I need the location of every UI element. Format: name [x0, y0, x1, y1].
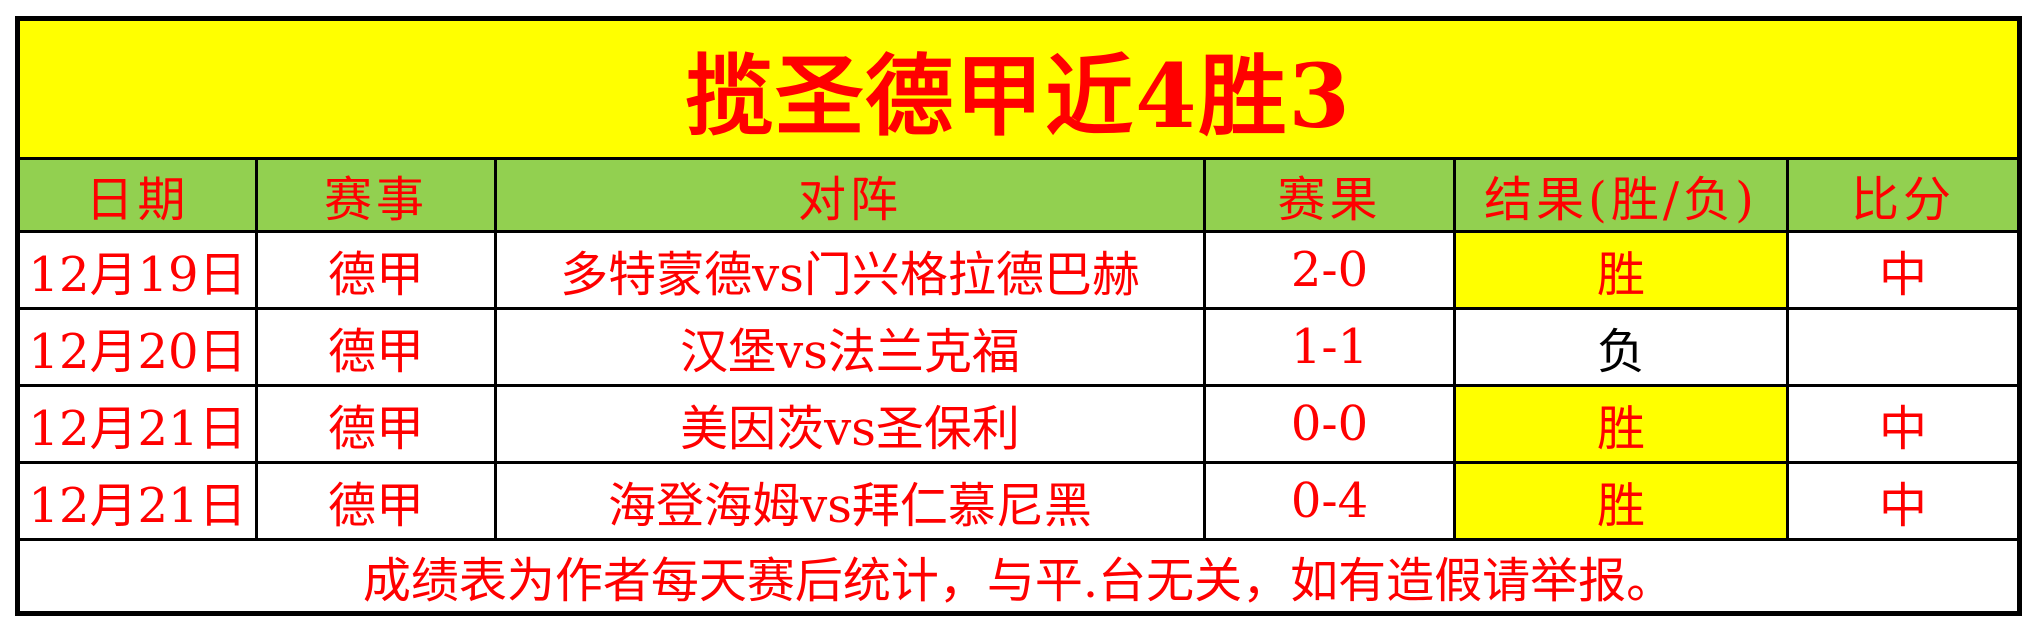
results-table: 揽圣德甲近4胜3 日期 赛事 对阵 赛果 结果(胜/负) 比分 12月19日 德… — [15, 16, 2023, 616]
cell-date: 12月21日 — [16, 384, 258, 464]
table-row: 12月21日 德甲 海登海姆vs拜仁慕尼黑 0-4 胜 中 — [16, 461, 2022, 541]
cell-score: 1-1 — [1203, 307, 1456, 387]
cell-matchup: 汉堡vs法兰克福 — [494, 307, 1206, 387]
page-title: 揽圣德甲近4胜3 — [15, 17, 2022, 160]
cell-matchup: 美因茨vs圣保利 — [494, 384, 1206, 464]
cell-event: 德甲 — [255, 230, 497, 310]
cell-result: 胜 — [1453, 384, 1789, 464]
cell-date: 12月20日 — [16, 307, 258, 387]
footer-row: 成绩表为作者每天赛后统计，与平.台无关，如有造假请举报。 — [15, 538, 2022, 615]
disclaimer-text: 成绩表为作者每天赛后统计，与平.台无关，如有造假请举报。 — [15, 538, 2022, 615]
column-header-matchup: 对阵 — [494, 157, 1206, 233]
cell-result: 胜 — [1453, 461, 1789, 541]
cell-matchup: 海登海姆vs拜仁慕尼黑 — [494, 461, 1206, 541]
header-row: 日期 赛事 对阵 赛果 结果(胜/负) 比分 — [16, 157, 2022, 233]
cell-date: 12月21日 — [16, 461, 258, 541]
column-header-score: 赛果 — [1203, 157, 1456, 233]
column-header-event: 赛事 — [255, 157, 497, 233]
column-header-verdict: 比分 — [1785, 157, 2022, 233]
cell-event: 德甲 — [255, 307, 497, 387]
cell-score: 0-4 — [1203, 461, 1456, 541]
cell-verdict — [1785, 307, 2022, 387]
cell-date: 12月19日 — [16, 230, 258, 310]
table-row: 12月20日 德甲 汉堡vs法兰克福 1-1 负 — [16, 307, 2022, 387]
title-row: 揽圣德甲近4胜3 — [15, 17, 2022, 160]
cell-score: 0-0 — [1203, 384, 1456, 464]
cell-event: 德甲 — [255, 461, 497, 541]
cell-score: 2-0 — [1203, 230, 1456, 310]
table-row: 12月19日 德甲 多特蒙德vs门兴格拉德巴赫 2-0 胜 中 — [16, 230, 2022, 310]
column-header-date: 日期 — [16, 157, 258, 233]
cell-verdict: 中 — [1785, 461, 2022, 541]
cell-verdict: 中 — [1785, 384, 2022, 464]
cell-event: 德甲 — [255, 384, 497, 464]
cell-result: 胜 — [1453, 230, 1789, 310]
table-row: 12月21日 德甲 美因茨vs圣保利 0-0 胜 中 — [16, 384, 2022, 464]
column-header-result: 结果(胜/负) — [1453, 157, 1789, 233]
cell-verdict: 中 — [1785, 230, 2022, 310]
cell-result: 负 — [1453, 307, 1789, 387]
cell-matchup: 多特蒙德vs门兴格拉德巴赫 — [494, 230, 1206, 310]
